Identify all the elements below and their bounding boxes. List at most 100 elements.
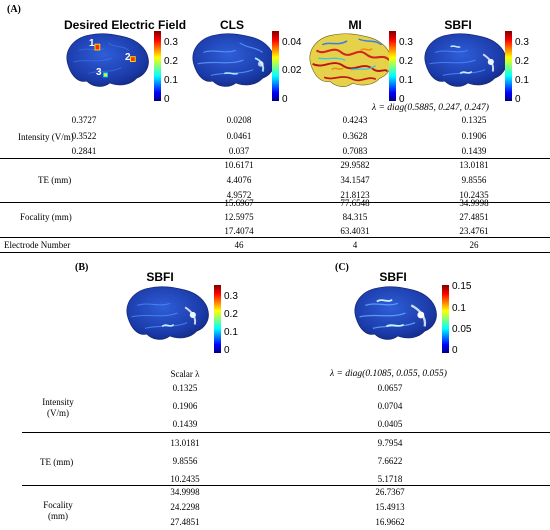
table-cell: 0.3522	[71, 131, 97, 141]
colorbar-desired-tick: 0.3	[164, 37, 178, 48]
table-cell: 9.7954	[377, 438, 403, 448]
table-divider	[22, 485, 550, 486]
table-cell: 0.1439	[172, 419, 198, 429]
row-label-line: Intensity	[42, 397, 74, 407]
colorbar-cls-tick: 0.04	[282, 37, 302, 48]
table-cell: 10.6171	[224, 160, 254, 170]
colorbar-sbfi-b-tick: 0.1	[224, 327, 238, 338]
brain-map-sbfi-c	[354, 286, 438, 340]
table-cell: 0.1439	[461, 146, 487, 156]
table-divider	[0, 252, 550, 253]
brain-map-sbfi	[424, 33, 508, 87]
table-cell: 84.315	[342, 212, 368, 222]
map-title-desired: Desired Electric Field	[63, 18, 187, 32]
table-cell: 0.1325	[172, 383, 198, 393]
colorbar-mi	[389, 31, 396, 101]
brain-map-sbfi-b	[126, 286, 210, 340]
map-title-mi: MI	[348, 18, 362, 32]
row-label-focality-b: Focality (mm)	[28, 500, 88, 522]
colorbar-sbfi-tick: 0.1	[515, 75, 529, 86]
colorbar-desired-tick: 0	[164, 94, 170, 105]
panel-c-label: (C)	[335, 262, 349, 273]
colorbar-mi-tick: 0.1	[399, 75, 413, 86]
row-label-intensity: Intensity (V/m)	[18, 132, 74, 142]
table-cell: 0.3727	[71, 115, 97, 125]
table-cell: 0.1325	[461, 115, 487, 125]
panel-b-label: (B)	[75, 262, 89, 273]
colorbar-sbfi-c	[442, 285, 449, 353]
colorbar-sbfi-c-tick: 0.1	[452, 303, 466, 314]
table-cell: 16.9662	[375, 517, 405, 527]
colorbar-sbfi-c-tick: 0.05	[452, 324, 472, 335]
brain-map-desired	[66, 33, 150, 87]
table-cell: 26.7367	[375, 487, 405, 497]
column-header-diag-lambda: λ = diag(0.1085, 0.055, 0.055)	[330, 369, 447, 379]
row-label-electrode: Electrode Number	[4, 240, 71, 250]
table-cell: 0.2841	[71, 146, 97, 156]
table-cell: 0.0704	[377, 401, 403, 411]
colorbar-sbfi-tick: 0.2	[515, 56, 529, 67]
table-cell: 0.0208	[226, 115, 252, 125]
table-cell: 17.4074	[224, 226, 254, 236]
colorbar-sbfi-b-tick: 0.3	[224, 291, 238, 302]
target-marker-2: 2	[125, 52, 131, 63]
map-title-sbfi: SBFI	[444, 18, 472, 32]
table-cell: 63.4031	[340, 226, 370, 236]
table-divider	[0, 237, 550, 238]
table-cell: 34.9998	[170, 487, 200, 497]
table-cell: 21.8123	[340, 190, 370, 200]
colorbar-sbfi-b-tick: 0	[224, 345, 230, 356]
table-cell: 0.1906	[461, 131, 487, 141]
colorbar-mi-tick: 0	[399, 94, 405, 105]
table-cell: 10.2435	[459, 190, 489, 200]
table-cell: 4.9572	[226, 190, 252, 200]
table-divider	[0, 202, 550, 203]
colorbar-cls-tick: 0	[282, 94, 288, 105]
row-label-intensity-b: Intensity (V/m)	[28, 397, 88, 419]
colorbar-mi-tick: 0.2	[399, 56, 413, 67]
table-cell: 13.0181	[170, 438, 200, 448]
colorbar-desired	[154, 31, 161, 101]
table-cell: 4.4076	[226, 175, 252, 185]
table-cell: 0.4243	[342, 115, 368, 125]
table-cell: 34.1547	[340, 175, 370, 185]
table-cell: 7.6622	[377, 456, 403, 466]
column-header-scalar-lambda: Scalar λ	[170, 369, 200, 379]
table-cell: 0.7083	[342, 146, 368, 156]
map-title-sbfi-c: SBFI	[379, 270, 407, 284]
target-marker-1: 1	[89, 38, 95, 49]
row-label-te-b: TE (mm)	[40, 457, 74, 467]
table-cell: 13.0181	[459, 160, 489, 170]
colorbar-desired-tick: 0.1	[164, 75, 178, 86]
colorbar-sbfi-tick: 0.3	[515, 37, 529, 48]
table-cell: 0.0657	[377, 383, 403, 393]
table-cell: 0.3628	[342, 131, 368, 141]
table-cell: 12.5975	[224, 212, 254, 222]
colorbar-sbfi-c-tick: 0.15	[452, 281, 472, 292]
table-cell: 0.0461	[226, 131, 252, 141]
colorbar-cls	[272, 31, 279, 101]
colorbar-sbfi-tick: 0	[515, 94, 521, 105]
table-cell: 34.9998	[459, 198, 489, 208]
row-label-focality: Focality (mm)	[20, 212, 72, 222]
map-title-cls: CLS	[220, 18, 244, 32]
table-cell: 29.9582	[340, 160, 370, 170]
colorbar-sbfi-b	[214, 285, 221, 353]
row-label-line: (mm)	[48, 511, 68, 521]
table-cell: 26	[469, 240, 479, 250]
colorbar-desired-tick: 0.2	[164, 56, 178, 67]
colorbar-sbfi-c-tick: 0	[452, 345, 458, 356]
colorbar-sbfi-b-tick: 0.2	[224, 309, 238, 320]
table-cell: 15.6967	[224, 198, 254, 208]
row-label-te: TE (mm)	[38, 175, 72, 185]
table-cell: 0.1906	[172, 401, 198, 411]
colorbar-sbfi	[505, 31, 512, 101]
panel-a-label: (A)	[7, 4, 21, 15]
brain-map-cls	[192, 33, 276, 87]
table-cell: 5.1718	[377, 474, 403, 484]
map-title-sbfi-b: SBFI	[146, 270, 174, 284]
table-cell: 9.8556	[461, 175, 487, 185]
row-label-line: (V/m)	[47, 408, 69, 418]
row-label-line: Focality	[43, 500, 73, 510]
target-marker-3: 3	[96, 67, 102, 78]
